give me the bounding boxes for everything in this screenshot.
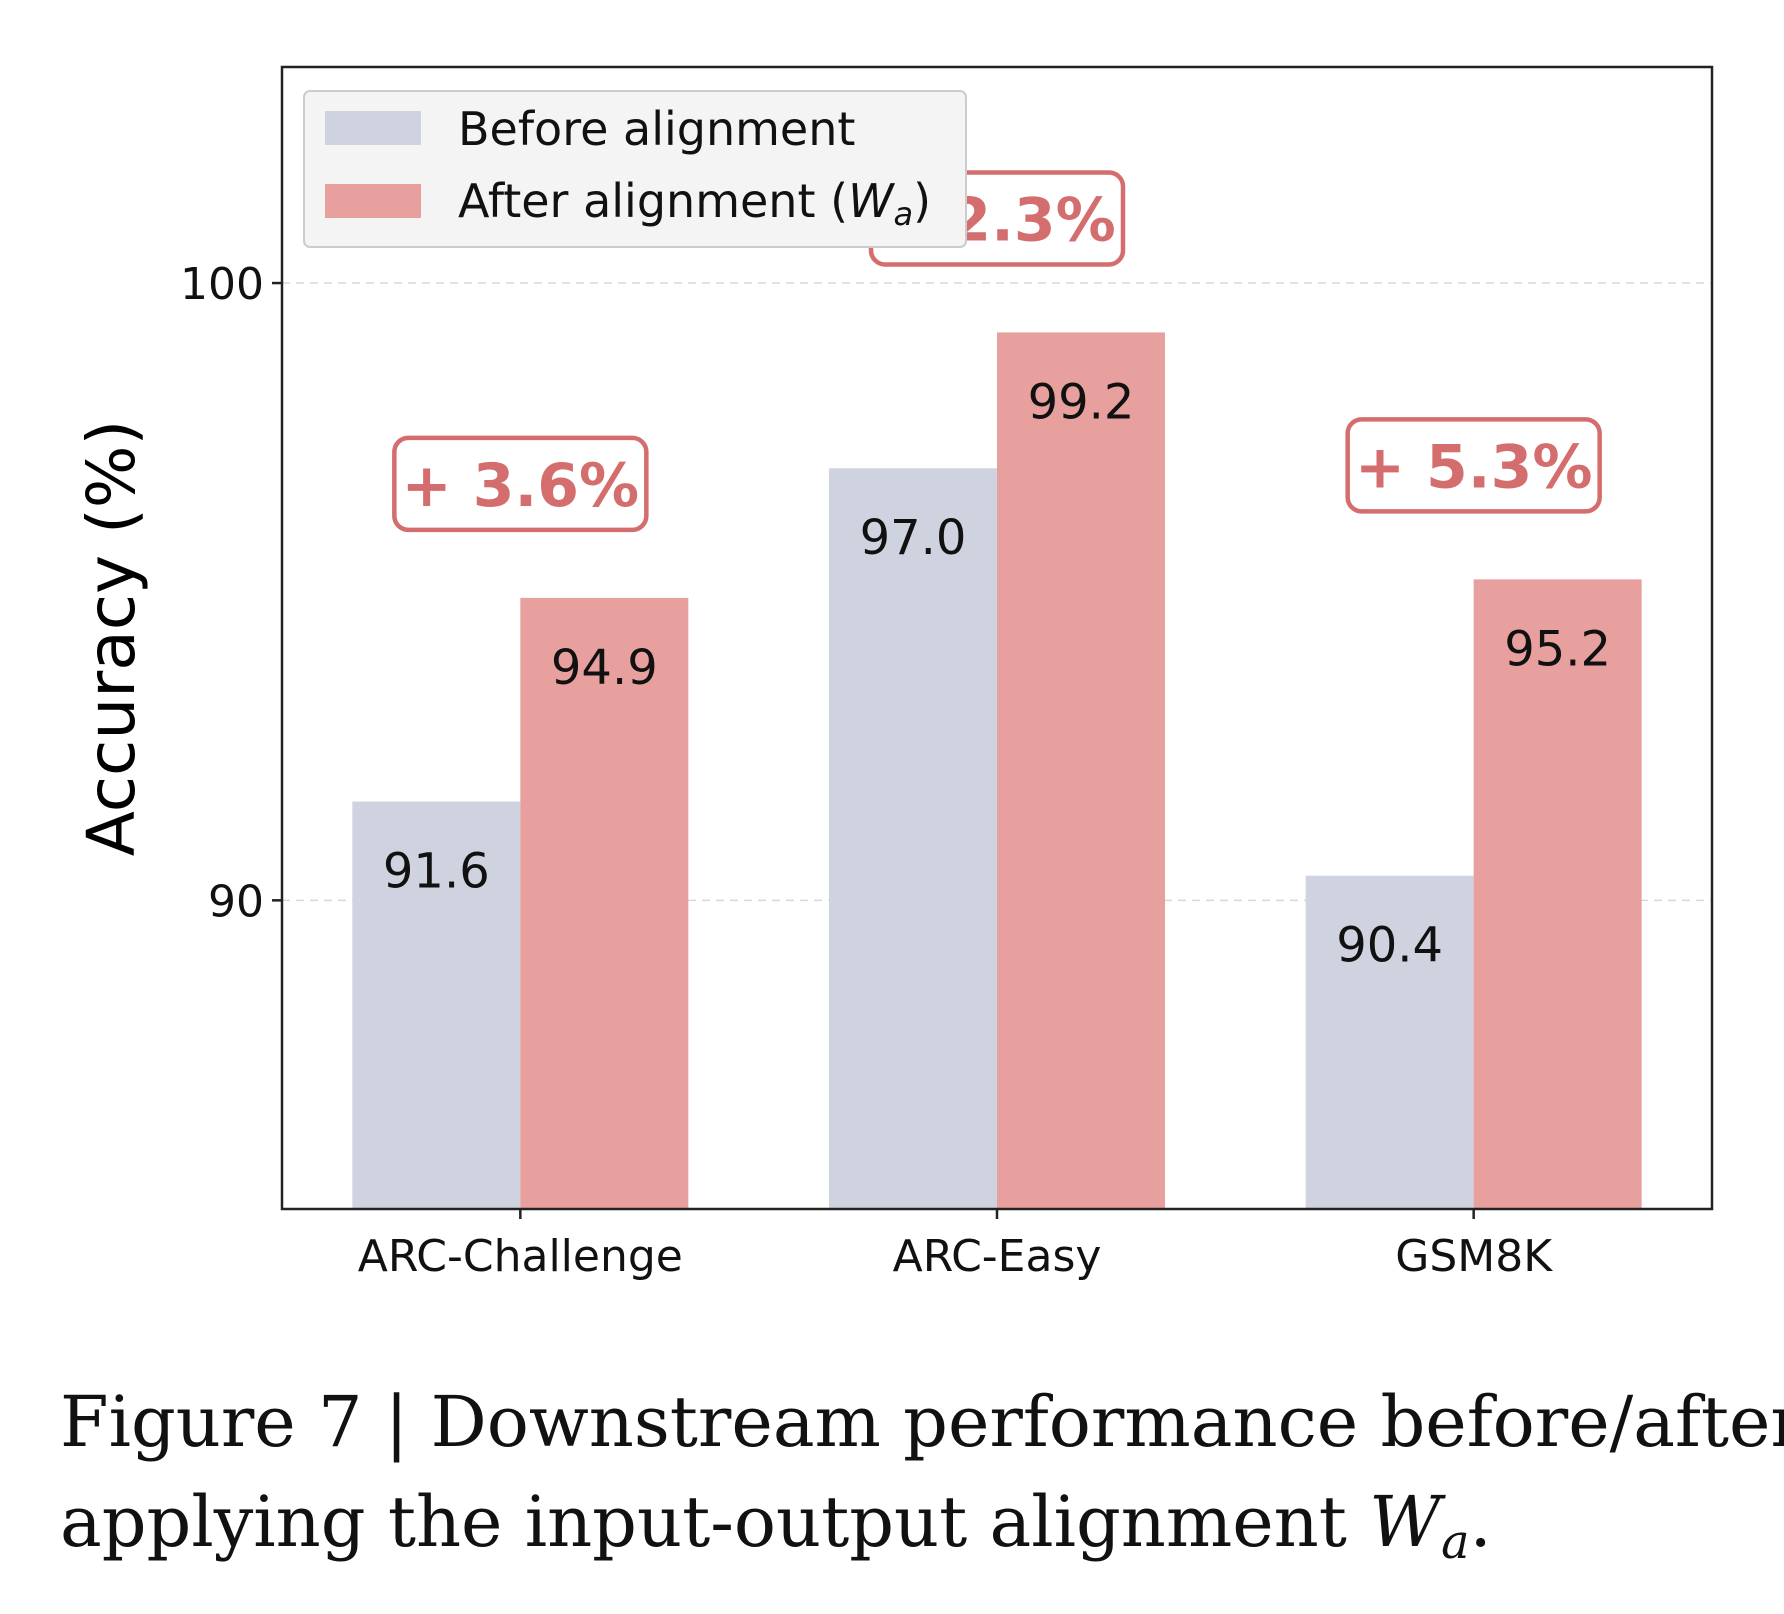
- y-tick-label-90: 90: [208, 876, 264, 927]
- value-label-before-gsm8k: 90.4: [1336, 918, 1443, 974]
- bar-before-gsm8k: [1305, 875, 1474, 1209]
- gain-badge-box: [392, 435, 649, 533]
- y-axis-label: Accuracy (%): [73, 420, 150, 857]
- gain-label: + 5.3%: [1355, 432, 1593, 502]
- value-labels: 91.6 94.9 97.0 99.2 90.4 95.2: [383, 374, 1611, 973]
- y-axis-ticks: 90 100: [180, 259, 282, 927]
- bar-before-arc-challenge: [352, 801, 521, 1209]
- value-label-after-arc-challenge: 94.9: [551, 640, 658, 696]
- bar-group: [352, 332, 1642, 1209]
- gain-label: + 3.6%: [402, 451, 640, 521]
- bar-after-arc-easy: [997, 332, 1165, 1209]
- bar-after-arc-challenge: [520, 597, 689, 1209]
- gain-badge-box: [1345, 417, 1602, 514]
- gain-badge-arc-challenge: + 3.6%: [392, 435, 649, 533]
- x-axis-ticks: ARC-Challenge ARC-Easy GSM8K: [358, 1209, 1553, 1282]
- bar-chart: 91.694.997.099.290.495.2 + 3.6%+ 2.3%+ 5…: [73, 65, 1714, 1282]
- legend-label-after: After alignment (Wa): [458, 174, 931, 233]
- x-tick-label-arc-easy: ARC-Easy: [893, 1231, 1102, 1282]
- gain-badge-gsm8k: + 5.3%: [1345, 417, 1602, 514]
- caption-line-1: Figure 7 | Downstream performance before…: [60, 1381, 1784, 1463]
- x-tick-label-gsm8k: GSM8K: [1395, 1231, 1553, 1282]
- bar-before-arc-easy: [829, 468, 997, 1209]
- value-label-after-gsm8k: 95.2: [1504, 621, 1611, 677]
- legend-swatch-before: [325, 111, 421, 145]
- figure-caption: Figure 7 | Downstream performance before…: [60, 1372, 1784, 1572]
- value-label-before-arc-easy: 97.0: [860, 510, 967, 566]
- legend-label-before: Before alignment: [458, 102, 855, 156]
- caption-line-2: applying the input-output alignment Wa.: [60, 1481, 1492, 1570]
- y-tick-label-100: 100: [180, 259, 264, 310]
- legend: Before alignment After alignment (Wa): [303, 90, 967, 248]
- legend-box: [303, 90, 967, 248]
- legend-swatch-after: [325, 184, 421, 218]
- value-label-before-arc-challenge: 91.6: [383, 844, 490, 900]
- value-label-after-arc-easy: 99.2: [1028, 374, 1135, 430]
- x-tick-label-arc-challenge: ARC-Challenge: [358, 1231, 683, 1282]
- bar-after-gsm8k: [1473, 579, 1642, 1209]
